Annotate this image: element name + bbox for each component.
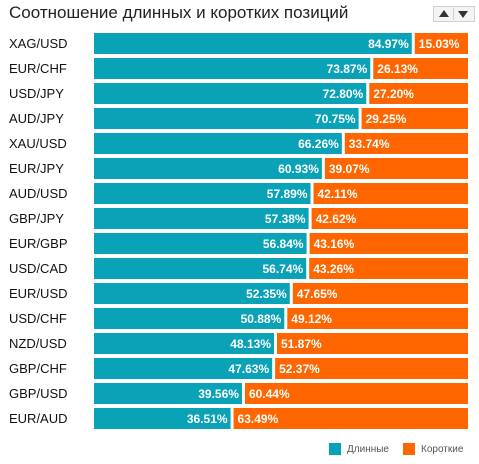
long-value-eur-chf: 73.87% xyxy=(327,62,368,76)
short-bar-gbp-chf xyxy=(275,358,468,379)
short-bar-eur-gbp xyxy=(309,233,468,254)
short-bar-eur-usd xyxy=(292,283,468,304)
short-value-gbp-usd: 60.44% xyxy=(249,387,290,401)
short-bar-usd-jpy xyxy=(369,83,468,104)
long-short-ratio-chart: XAG/USD 84.97% 15.03% EUR/CHF 73.87% 26.13% US… xyxy=(9,33,468,429)
short-value-nzd-usd: 51.87% xyxy=(281,337,322,351)
short-value-gbp-jpy: 42.62% xyxy=(316,212,357,226)
sort-divider xyxy=(453,8,454,20)
pair-label-gbp-chf: GBP/CHF xyxy=(9,361,67,376)
long-bar-eur-gbp xyxy=(94,233,307,254)
long-value-usd-chf: 50.88% xyxy=(241,312,282,326)
short-bar-usd-cad xyxy=(309,258,468,279)
legend-long: Длинные xyxy=(329,443,389,455)
long-value-eur-usd: 52.35% xyxy=(246,287,287,301)
short-bar-nzd-usd xyxy=(277,333,468,354)
short-bar-gbp-usd xyxy=(244,383,468,404)
pair-label-gbp-jpy: GBP/JPY xyxy=(9,211,64,226)
short-bar-eur-chf xyxy=(373,58,468,79)
short-bar-xau-usd xyxy=(344,133,468,154)
short-value-usd-cad: 43.26% xyxy=(313,262,354,276)
pair-label-aud-jpy: AUD/JPY xyxy=(9,111,64,126)
long-value-eur-gbp: 56.84% xyxy=(263,237,304,251)
short-value-eur-gbp: 43.16% xyxy=(314,237,355,251)
long-bar-usd-chf xyxy=(94,308,285,329)
pair-label-eur-aud: EUR/AUD xyxy=(9,411,68,426)
short-bar-usd-chf xyxy=(287,308,468,329)
pair-label-xau-usd: XAU/USD xyxy=(9,136,67,151)
short-bar-eur-aud xyxy=(233,408,468,429)
sort-up-icon[interactable] xyxy=(439,10,449,17)
long-value-aud-usd: 57.89% xyxy=(267,187,308,201)
long-bar-eur-chf xyxy=(94,58,371,79)
short-bar-eur-jpy xyxy=(324,158,468,179)
long-value-aud-jpy: 70.75% xyxy=(315,112,356,126)
pair-label-aud-usd: AUD/USD xyxy=(9,186,68,201)
long-bar-xau-usd xyxy=(94,133,342,154)
pair-label-eur-jpy: EUR/JPY xyxy=(9,161,64,176)
short-value-xag-usd: 15.03% xyxy=(419,37,460,51)
short-value-aud-jpy: 29.25% xyxy=(366,112,407,126)
pair-label-nzd-usd: NZD/USD xyxy=(9,336,67,351)
long-bar-gbp-jpy xyxy=(94,208,309,229)
long-bar-usd-cad xyxy=(94,258,307,279)
long-bar-eur-jpy xyxy=(94,158,322,179)
pair-label-usd-chf: USD/CHF xyxy=(9,311,67,326)
long-value-nzd-usd: 48.13% xyxy=(230,337,271,351)
short-value-usd-chf: 49.12% xyxy=(291,312,332,326)
legend-short-label: Короткие xyxy=(421,443,464,455)
short-value-eur-aud: 63.49% xyxy=(238,412,279,426)
long-value-usd-cad: 56.74% xyxy=(263,262,304,276)
pair-label-usd-cad: USD/CAD xyxy=(9,261,68,276)
long-value-eur-aud: 36.51% xyxy=(187,412,228,426)
short-value-aud-usd: 42.11% xyxy=(318,187,358,201)
long-value-xag-usd: 84.97% xyxy=(368,37,409,51)
short-bar-aud-jpy xyxy=(361,108,468,129)
long-value-gbp-jpy: 57.38% xyxy=(265,212,306,226)
short-value-usd-jpy: 27.20% xyxy=(373,87,414,101)
long-bar-aud-usd xyxy=(94,183,311,204)
long-bar-aud-jpy xyxy=(94,108,359,129)
long-value-eur-jpy: 60.93% xyxy=(278,162,319,176)
short-bar-aud-usd xyxy=(313,183,468,204)
pair-label-xag-usd: XAG/USD xyxy=(9,36,68,51)
pair-label-eur-gbp: EUR/GBP xyxy=(9,236,68,251)
long-bar-eur-aud xyxy=(94,408,231,429)
long-value-xau-usd: 66.26% xyxy=(298,137,339,151)
long-bar-gbp-chf xyxy=(94,358,273,379)
pair-label-eur-usd: EUR/USD xyxy=(9,286,68,301)
short-bar-xag-usd xyxy=(414,33,468,54)
short-value-eur-jpy: 39.07% xyxy=(329,162,370,176)
sort-down-icon[interactable] xyxy=(458,11,468,18)
sort-control[interactable] xyxy=(433,6,475,22)
pair-label-usd-jpy: USD/JPY xyxy=(9,86,64,101)
short-value-gbp-chf: 52.37% xyxy=(279,362,320,376)
long-value-usd-jpy: 72.80% xyxy=(323,87,364,101)
legend-long-label: Длинные xyxy=(347,443,389,455)
long-bar-xag-usd xyxy=(94,33,412,54)
short-value-eur-usd: 47.65% xyxy=(297,287,338,301)
legend-short-swatch xyxy=(403,443,415,455)
chart-title: Соотношение длинных и коротких позиций xyxy=(9,3,349,22)
legend-short: Короткие xyxy=(403,443,463,455)
short-bar-gbp-jpy xyxy=(311,208,468,229)
long-bar-gbp-usd xyxy=(94,383,242,404)
legend-long-swatch xyxy=(329,443,341,455)
pair-label-gbp-usd: GBP/USD xyxy=(9,386,68,401)
long-value-gbp-usd: 39.56% xyxy=(198,387,239,401)
long-bar-usd-jpy xyxy=(94,83,367,104)
long-bar-nzd-usd xyxy=(94,333,275,354)
long-value-gbp-chf: 47.63% xyxy=(228,362,269,376)
short-value-eur-chf: 26.13% xyxy=(377,62,418,76)
short-value-xau-usd: 33.74% xyxy=(349,137,390,151)
long-bar-eur-usd xyxy=(94,283,290,304)
pair-label-eur-chf: EUR/CHF xyxy=(9,61,67,76)
